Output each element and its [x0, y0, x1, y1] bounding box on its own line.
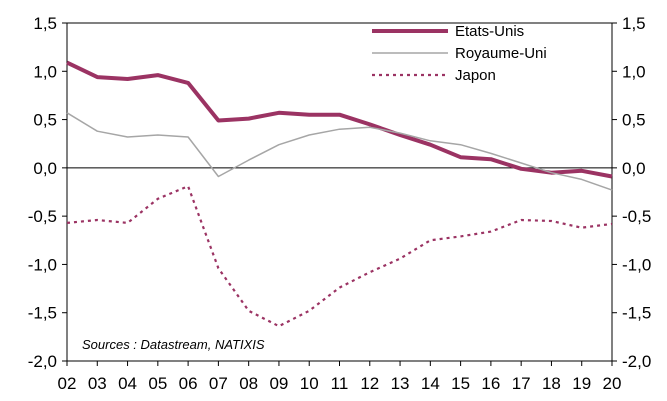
legend-label: Royaume-Uni	[455, 45, 547, 62]
y-right-tick-label: 1,5	[622, 14, 646, 33]
x-tick-label: 10	[300, 374, 319, 393]
y-right-tick-label: -1,5	[622, 304, 651, 323]
y-axis-right: 1,5 1,0 0,5 0,0 -0,5 -1,0 -1,5 -2,0	[612, 14, 651, 371]
x-tick-label: 08	[239, 374, 258, 393]
x-tick-label: 16	[481, 374, 500, 393]
y-left-tick-label: -2,0	[28, 352, 57, 371]
series-line-japon	[66, 185, 613, 328]
y-right-tick-label: -1,0	[622, 255, 651, 274]
y-axis-left: 1,5 1,0 0,5 0,0 -0,5 -1,0 -1,5 -2,0	[28, 14, 67, 371]
x-tick-label: 17	[512, 374, 531, 393]
series-line-royaume-uni	[66, 112, 613, 191]
legend: Etats-Unis Royaume-Uni Japon	[372, 23, 547, 84]
x-tick-label: 09	[269, 374, 288, 393]
series-line-etats-unis	[66, 60, 613, 179]
y-left-tick-label: 1,0	[33, 62, 57, 81]
y-left-tick-label: -1,5	[28, 304, 57, 323]
x-tick-label: 03	[88, 374, 107, 393]
x-tick-label: 13	[391, 374, 410, 393]
x-tick-label: 18	[542, 374, 561, 393]
plot-border	[66, 22, 613, 362]
x-tick-label: 02	[58, 374, 77, 393]
source-annotation: Sources : Datastream, NATIXIS	[82, 337, 265, 352]
y-left-tick-label: -1,0	[28, 255, 57, 274]
y-right-tick-label: 0,0	[622, 159, 646, 178]
x-tick-label: 19	[572, 374, 591, 393]
y-left-tick-label: 0,5	[33, 111, 57, 130]
legend-label: Etats-Unis	[455, 23, 524, 40]
x-axis: 02 03 04 05 06 07 08 09 10 11 12 13 14 15 16 17 18 19 20	[58, 361, 622, 393]
y-left-tick-label: -0,5	[28, 207, 57, 226]
x-tick-label: 05	[148, 374, 167, 393]
legend-label: Japon	[455, 67, 496, 84]
x-tick-label: 07	[209, 374, 228, 393]
x-tick-label: 11	[331, 374, 349, 393]
plot-frame	[66, 22, 613, 362]
y-left-tick-label: 0,0	[33, 159, 57, 178]
y-right-tick-label: -0,5	[622, 207, 651, 226]
x-tick-label: 04	[118, 374, 137, 393]
x-tick-label: 20	[603, 374, 622, 393]
y-right-tick-label: 1,0	[622, 62, 646, 81]
x-tick-label: 14	[421, 374, 440, 393]
series-group	[66, 60, 613, 328]
y-right-tick-label: 0,5	[622, 111, 646, 130]
y-right-tick-label: -2,0	[622, 352, 651, 371]
x-tick-label: 06	[179, 374, 198, 393]
x-tick-label: 15	[451, 374, 470, 393]
x-tick-label: 12	[360, 374, 379, 393]
y-left-tick-label: 1,5	[33, 14, 57, 33]
